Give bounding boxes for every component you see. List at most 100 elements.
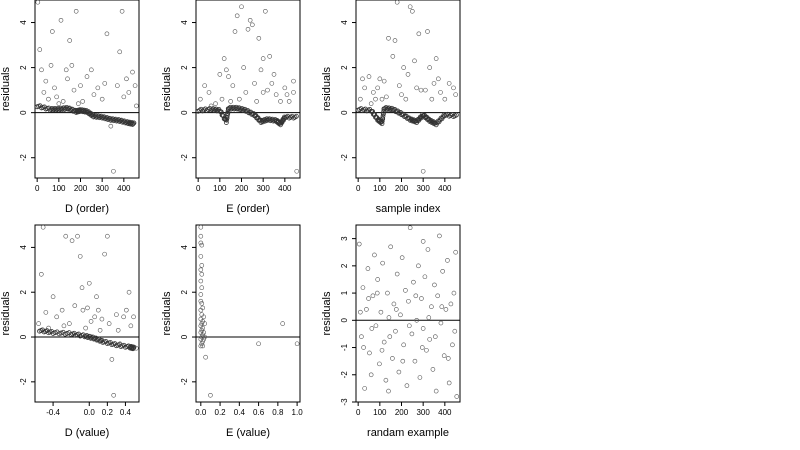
data-point <box>37 47 43 52</box>
data-point <box>368 101 374 106</box>
x-tick-label: 0 <box>356 184 361 193</box>
panel-3: 0 100 200 300 400 -2 0 2 4 sample index residuals <box>321 0 461 215</box>
data-point <box>368 372 374 378</box>
data-point <box>202 83 207 88</box>
data-point <box>124 76 129 82</box>
plot-frame <box>355 0 461 179</box>
data-point <box>386 388 391 394</box>
y-tick-label: 0 <box>340 318 349 323</box>
x-tick-label: 200 <box>395 184 409 193</box>
data-point <box>437 233 442 239</box>
data-point <box>294 168 300 174</box>
data-point <box>69 238 75 243</box>
data-point <box>390 54 396 59</box>
x-tick-label: 100 <box>213 184 227 193</box>
data-point <box>206 90 212 95</box>
data-point <box>63 67 69 73</box>
y-axis-label: residuals <box>161 291 173 336</box>
data-point <box>80 307 86 313</box>
data-point <box>401 342 406 348</box>
data-point <box>409 331 415 337</box>
data-point <box>438 320 444 326</box>
data-point <box>441 353 447 359</box>
data-point <box>256 341 261 347</box>
y-tick-label: 0 <box>19 334 28 339</box>
data-point <box>256 36 262 41</box>
data-point <box>199 341 205 347</box>
data-point <box>40 225 46 230</box>
data-point <box>132 83 138 88</box>
data-point <box>198 343 204 349</box>
data-point <box>366 296 371 301</box>
data-point <box>426 315 432 320</box>
x-tick-label: 0 <box>356 408 361 417</box>
data-point <box>198 267 204 273</box>
data-point <box>71 87 77 93</box>
data-point <box>375 85 380 91</box>
data-point <box>243 90 249 95</box>
data-point <box>237 96 242 102</box>
data-point <box>365 266 371 271</box>
data-point <box>439 304 445 309</box>
x-tick-label: 400 <box>117 184 131 193</box>
data-point <box>104 31 110 37</box>
data-point <box>406 323 412 329</box>
data-point <box>75 233 80 239</box>
data-point <box>201 336 207 342</box>
data-point <box>405 72 411 77</box>
data-point <box>265 87 270 93</box>
data-point <box>278 99 283 104</box>
data-point <box>451 85 456 91</box>
data-point <box>392 38 398 43</box>
dense-point <box>380 116 386 122</box>
data-point <box>394 271 400 277</box>
data-point <box>387 334 393 339</box>
data-point <box>83 325 88 331</box>
data-point <box>362 386 367 391</box>
data-point <box>199 321 205 326</box>
data-point <box>232 29 238 34</box>
data-point <box>254 99 259 104</box>
data-point <box>400 358 406 364</box>
dense-point <box>130 121 136 127</box>
y-tick-label: 4 <box>340 20 349 25</box>
data-point <box>208 392 213 398</box>
x-tick-label: 300 <box>256 184 270 193</box>
data-point <box>438 90 443 95</box>
data-point <box>364 307 369 312</box>
data-point <box>388 244 393 250</box>
data-point <box>76 101 81 106</box>
x-tick-label: 200 <box>395 408 409 417</box>
data-point <box>269 81 275 86</box>
data-point <box>105 233 110 239</box>
data-point <box>398 312 403 318</box>
y-tick-label: -2 <box>180 378 189 386</box>
data-point <box>119 8 125 14</box>
data-point <box>361 345 366 350</box>
data-point <box>362 85 367 91</box>
data-point <box>97 328 103 333</box>
data-point <box>422 274 428 280</box>
data-point <box>198 96 203 102</box>
data-point <box>418 87 424 93</box>
panel-4: -0.4 0.0 0.2 0.4 -2 0 2 4 D (value) residuals <box>0 224 140 439</box>
x-tick-label: 0.6 <box>253 408 265 417</box>
data-point <box>117 49 123 55</box>
data-point <box>52 85 57 91</box>
data-point <box>407 225 413 231</box>
data-point <box>416 31 422 37</box>
data-point <box>454 394 460 399</box>
data-point <box>420 326 426 331</box>
data-point <box>213 101 218 106</box>
data-point <box>46 96 51 102</box>
y-tick-label: 4 <box>180 20 189 25</box>
data-point <box>219 96 225 102</box>
data-point <box>35 0 41 5</box>
data-point <box>356 241 362 247</box>
data-point <box>446 81 452 86</box>
y-tick-label: 0 <box>19 110 28 115</box>
y-axis-label: residuals <box>0 291 12 336</box>
plot-frame <box>34 0 140 179</box>
data-point <box>260 56 266 61</box>
data-point <box>446 380 452 386</box>
